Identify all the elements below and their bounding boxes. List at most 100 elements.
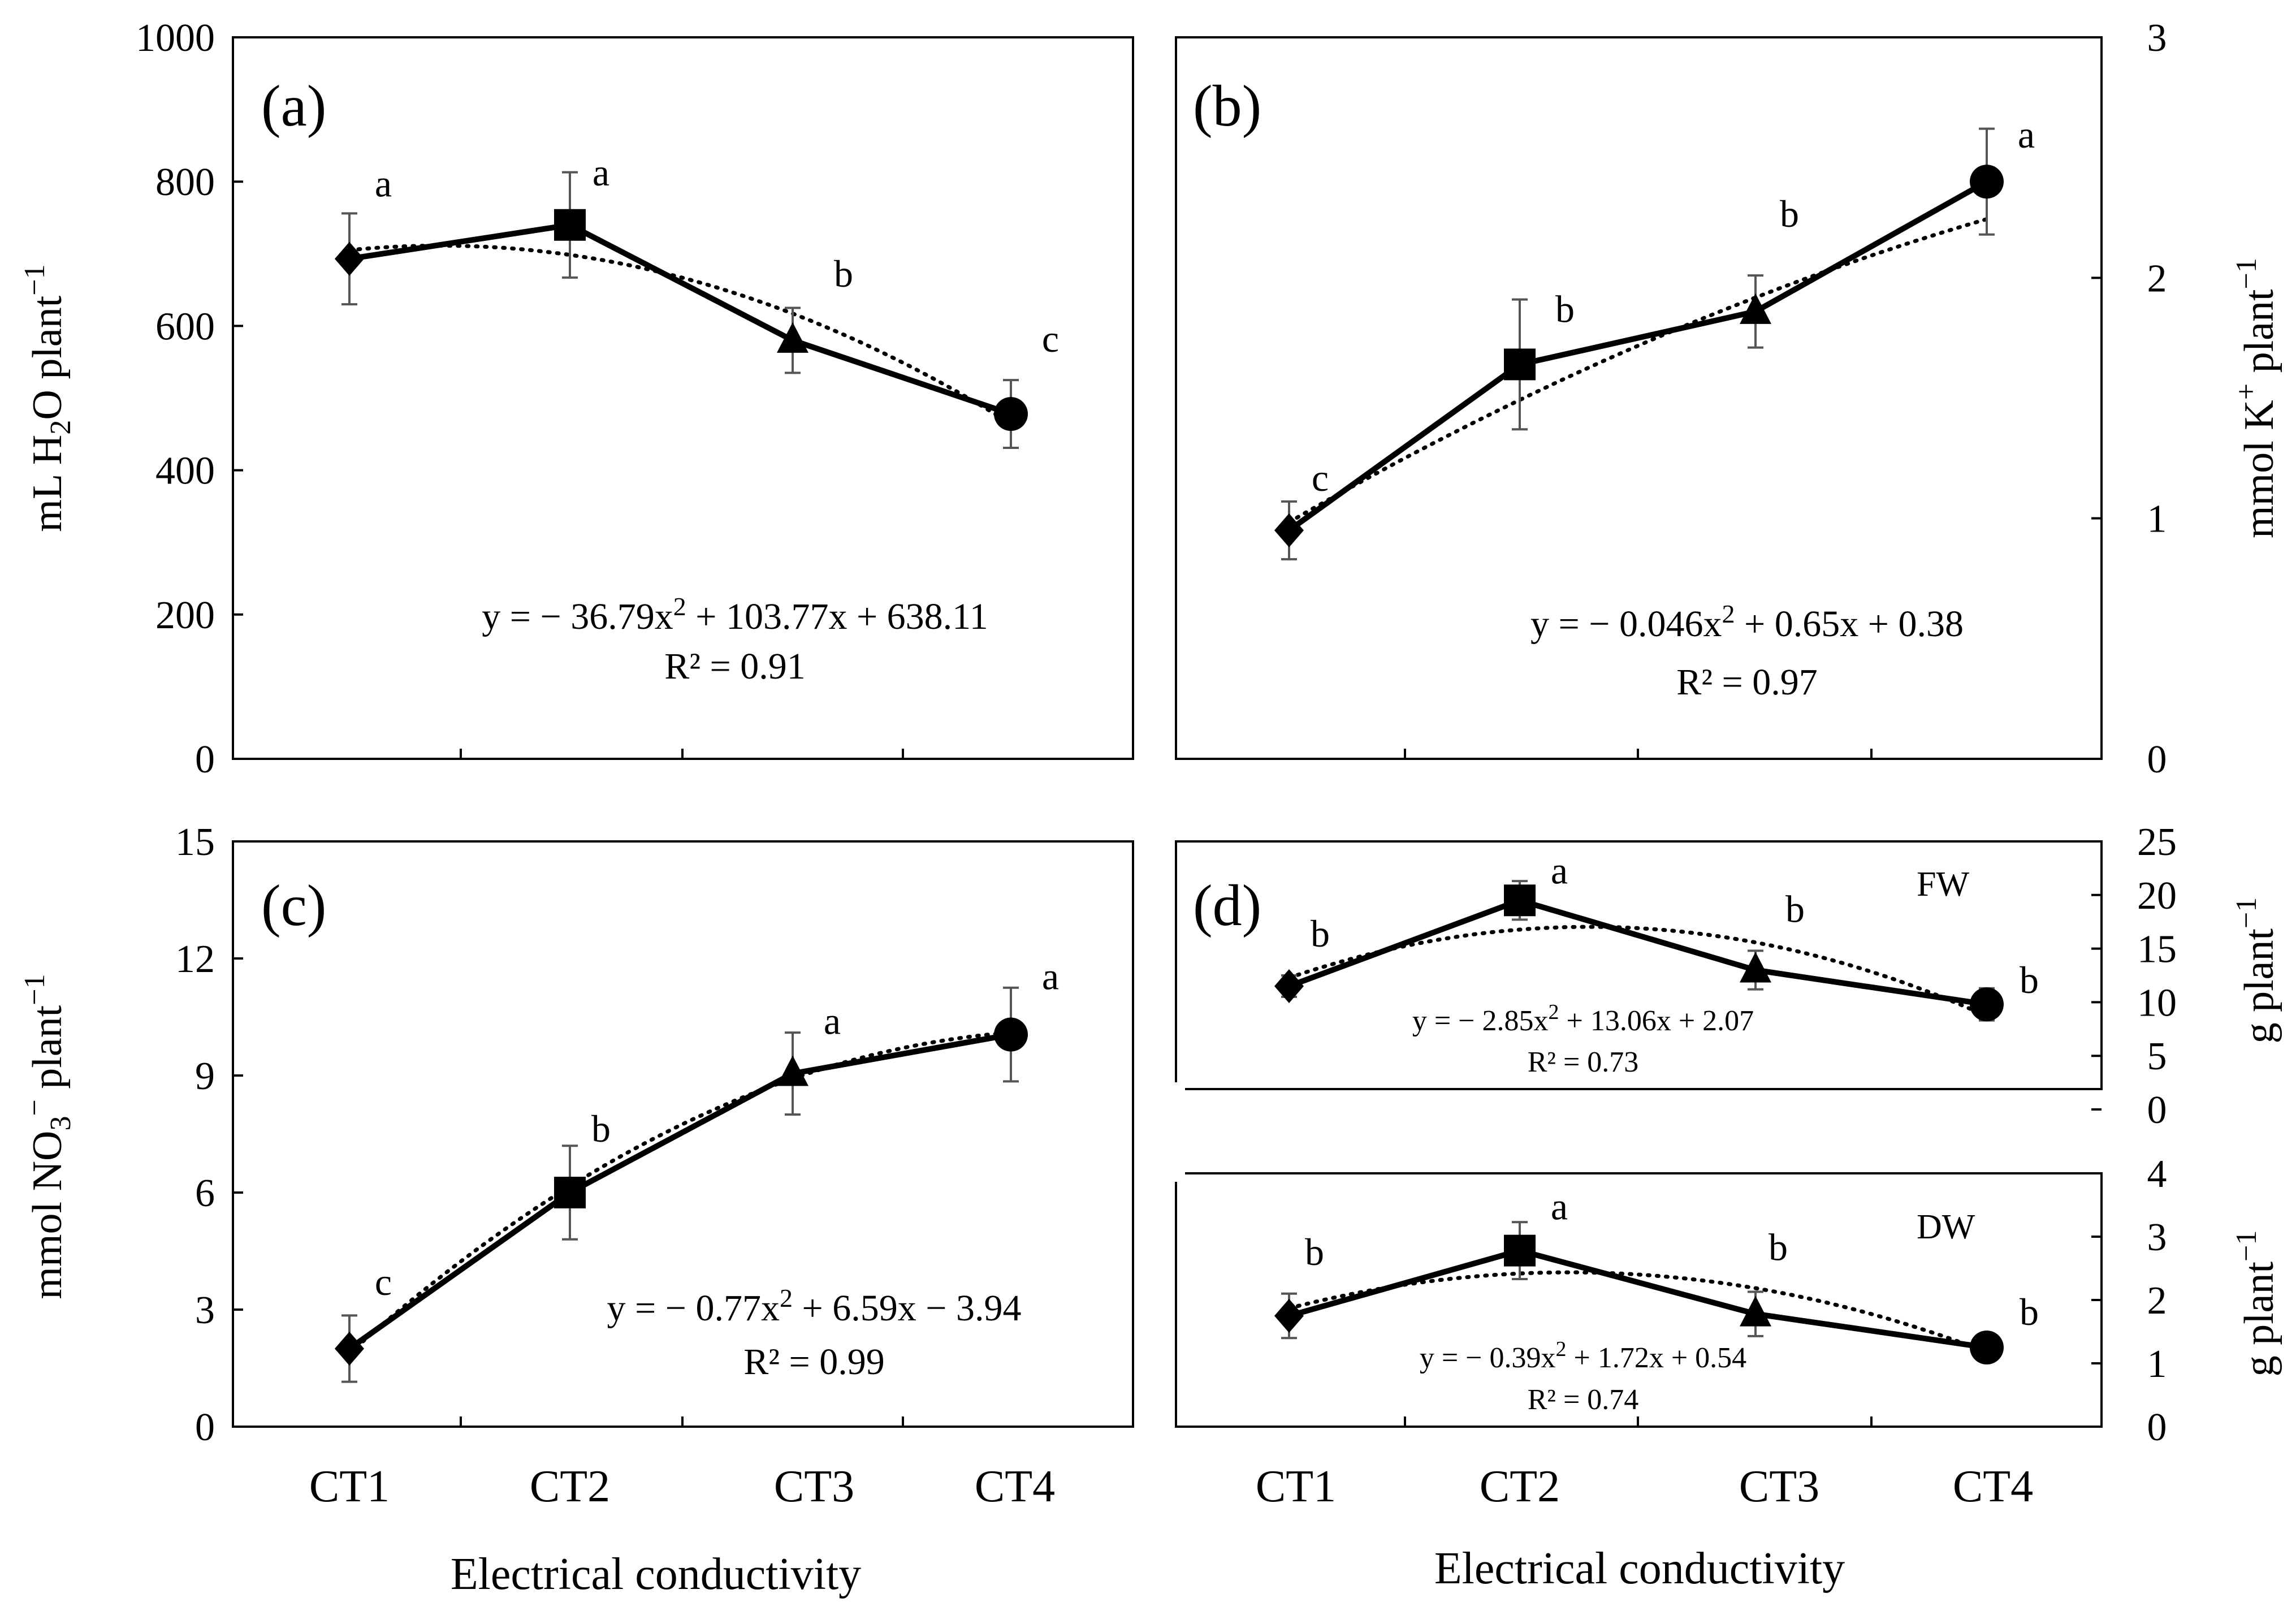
y-tick-label: 5 bbox=[2147, 1035, 2167, 1078]
series-label-dw: DW bbox=[1917, 1208, 1975, 1246]
equation-part: + 13.06x + 2.07 bbox=[1559, 1005, 1754, 1037]
triangle-marker bbox=[1740, 952, 1771, 983]
circle-marker bbox=[1970, 987, 2004, 1022]
x-category-labels-right: CT1 CT2 CT3 CT4 bbox=[1256, 1462, 2033, 1511]
equation-part: + 1.72x + 0.54 bbox=[1567, 1342, 1747, 1374]
x-category-label: CT3 bbox=[1739, 1462, 1819, 1511]
y-axis-title: mL H2O plant−1 bbox=[19, 264, 77, 532]
significance-letter: b bbox=[1769, 1226, 1788, 1269]
y-axis-title-part: mmol K bbox=[2236, 400, 2282, 538]
diamond-marker bbox=[1274, 1299, 1304, 1333]
square-marker bbox=[1504, 1234, 1536, 1267]
triangle-marker bbox=[777, 1055, 808, 1086]
diamond-marker bbox=[1274, 969, 1304, 1003]
y-tick-label: 3 bbox=[2147, 16, 2167, 60]
equation-exponent: 2 bbox=[1722, 599, 1735, 628]
r-squared: R² = 0.74 bbox=[1528, 1384, 1639, 1416]
significance-letter: a bbox=[1551, 1185, 1568, 1228]
r-squared: R² = 0.91 bbox=[664, 646, 806, 687]
y-tick-label: 1 bbox=[2147, 1342, 2167, 1386]
equation-part: y = − 0.046x bbox=[1530, 603, 1722, 645]
series-line bbox=[348, 1031, 1011, 1351]
equation-part: + 6.59x − 3.94 bbox=[793, 1288, 1021, 1329]
panel-d-dw: DW g plant−1 y = − 0.39x2 + 1.72x + 0.54… bbox=[1165, 1152, 2282, 1449]
y-tick-label: 2 bbox=[2147, 1279, 2167, 1323]
x-axis-title-right: Electrical conductivity bbox=[1434, 1544, 1845, 1593]
significance-letter: a bbox=[593, 151, 609, 194]
y-tick-label: 3 bbox=[195, 1289, 215, 1332]
circle-marker bbox=[994, 397, 1028, 431]
trend-line bbox=[347, 243, 1013, 426]
y-tick-label: 10 bbox=[2137, 981, 2177, 1025]
x-category-label: CT2 bbox=[530, 1462, 610, 1511]
y-axis-title-part: plant bbox=[2236, 289, 2282, 383]
r-squared: R² = 0.97 bbox=[1676, 662, 1818, 703]
y-tick-label: 2 bbox=[2147, 257, 2167, 300]
y-axis-title-subscript: 2 bbox=[45, 420, 77, 435]
panel-label: (a) bbox=[261, 74, 326, 139]
x-category-label: CT1 bbox=[1256, 1462, 1336, 1511]
y-axis-title-superscript: −1 bbox=[2230, 1230, 2263, 1262]
y-axis-title-part: plant bbox=[24, 1005, 71, 1099]
y-axis-title-superscript: −1 bbox=[2230, 258, 2263, 289]
equation-exponent: 2 bbox=[1556, 1337, 1567, 1361]
trend-equation: y = − 36.79x2 + 103.77x + 638.11 bbox=[482, 592, 988, 637]
y-tick-label: 0 bbox=[2147, 738, 2167, 781]
plot-area: 0 200 400 600 800 1000 a a b c bbox=[136, 16, 1059, 781]
y-tick-label: 1000 bbox=[136, 16, 215, 60]
frame-gap bbox=[1165, 1165, 1185, 1182]
significance-letter: b bbox=[1305, 1230, 1324, 1273]
square-marker bbox=[1504, 884, 1536, 917]
y-axis-title: mmol NO3− plant−1 bbox=[19, 974, 77, 1299]
plot-frame bbox=[1175, 840, 2103, 1090]
equation-exponent: 2 bbox=[673, 592, 686, 621]
diamond-marker bbox=[335, 1332, 364, 1366]
panel-label: (b) bbox=[1193, 74, 1261, 139]
significance-letter: a bbox=[1551, 849, 1568, 892]
y-tick-label: 20 bbox=[2137, 874, 2177, 918]
triangle-marker bbox=[1740, 1295, 1771, 1327]
circle-marker bbox=[994, 1017, 1028, 1052]
panel-label: (c) bbox=[261, 873, 326, 938]
plot-area: 0 5 10 15 20 25 b a b b bbox=[1274, 820, 2177, 1132]
y-axis-title-subscript: 3 bbox=[45, 1116, 77, 1131]
plot-area: 0 1 2 3 c b b a bbox=[1274, 16, 2167, 781]
significance-letter: b bbox=[591, 1107, 611, 1150]
plot-area: 0 3 6 9 12 15 c b a a bbox=[175, 820, 1059, 1449]
circle-marker bbox=[1970, 1331, 2004, 1364]
trend-line bbox=[1287, 925, 1989, 1018]
trend-equation: y = − 0.77x2 + 6.59x − 3.94 bbox=[607, 1284, 1022, 1329]
y-axis-title-part: mL H bbox=[24, 435, 71, 532]
panel-a: (a) mL H2O plant−1 y = − 36.79x2 + 103.7… bbox=[19, 16, 1134, 781]
y-tick-label: 25 bbox=[2137, 820, 2177, 864]
equation-part: y = − 0.39x bbox=[1420, 1342, 1556, 1374]
y-tick-label: 4 bbox=[2147, 1152, 2167, 1196]
plot-frame bbox=[1175, 36, 2103, 760]
y-axis-title-part: O plant bbox=[24, 295, 71, 420]
y-axis-title: g plant−1 bbox=[2230, 897, 2282, 1044]
y-tick-label: 6 bbox=[195, 1172, 215, 1215]
panel-c: (c) mmol NO3− plant−1 y = − 0.77x2 + 6.5… bbox=[19, 820, 1134, 1449]
x-category-label: CT3 bbox=[774, 1462, 854, 1511]
significance-letter: a bbox=[375, 162, 392, 205]
y-tick-label: 3 bbox=[2147, 1216, 2167, 1259]
significance-letter: a bbox=[2018, 113, 2035, 156]
panel-label: (d) bbox=[1193, 873, 1261, 938]
series-line bbox=[1288, 897, 1987, 1008]
y-tick-label: 400 bbox=[155, 450, 215, 493]
y-axis-title-superscript: −1 bbox=[2230, 897, 2263, 928]
y-axis-title-part: g plant bbox=[2236, 928, 2282, 1043]
equation-exponent: 2 bbox=[780, 1284, 793, 1312]
y-axis-title-superscript: −1 bbox=[19, 264, 51, 295]
equation-part: y = − 2.85x bbox=[1412, 1005, 1549, 1037]
significance-letter: b bbox=[1311, 912, 1330, 955]
significance-letter: b bbox=[2020, 958, 2039, 1001]
x-axis-title-left: Electrical conductivity bbox=[451, 1549, 861, 1599]
y-axis-title-part: mmol NO bbox=[24, 1131, 71, 1299]
significance-letter: b bbox=[834, 252, 853, 295]
y-tick-label: 12 bbox=[175, 938, 215, 981]
series-line bbox=[349, 222, 1012, 417]
y-tick-label: 15 bbox=[175, 820, 215, 864]
r-squared: R² = 0.73 bbox=[1528, 1046, 1639, 1078]
